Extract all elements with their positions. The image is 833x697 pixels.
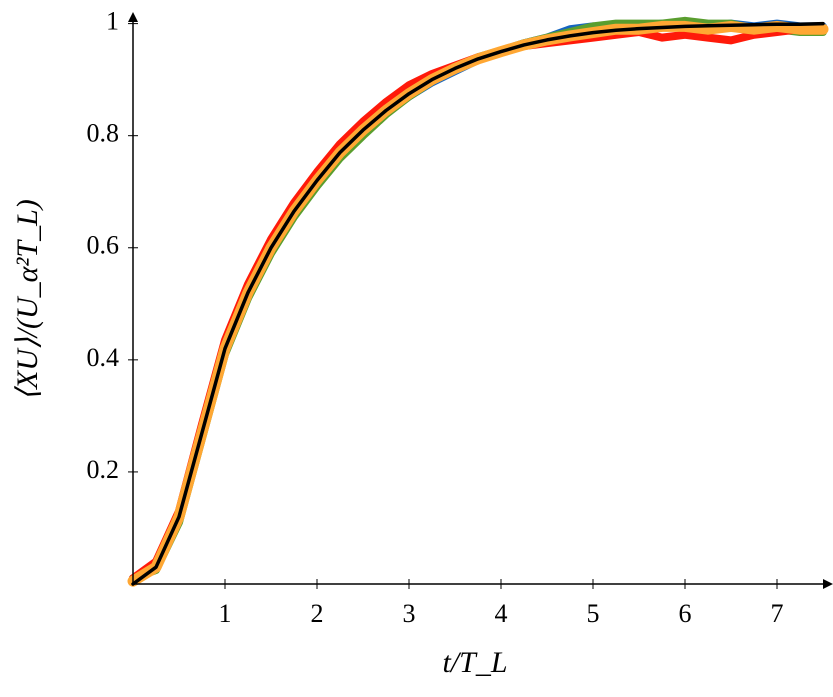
x-tick-label: 2	[311, 599, 324, 628]
series-line	[131, 21, 825, 586]
y-tick-label: 0.8	[87, 119, 120, 148]
y-tick-label: 1	[106, 7, 119, 36]
y-axis-title: ⟨XU⟩/(U_α²T_L)	[11, 199, 44, 401]
series-line	[129, 25, 827, 583]
x-tick-label: 7	[771, 599, 784, 628]
x-tick-label: 6	[679, 599, 692, 628]
x-tick-label: 5	[587, 599, 600, 628]
y-tick-label: 0.6	[87, 231, 120, 260]
series-line	[129, 19, 827, 583]
y-tick-label: 0.2	[87, 455, 120, 484]
x-axis-title: t/T_L	[442, 646, 507, 679]
x-tick-label: 1	[219, 599, 232, 628]
series-line	[129, 16, 827, 583]
x-tick-label: 3	[403, 599, 416, 628]
y-tick-label: 0.4	[87, 343, 120, 372]
x-tick-label: 4	[495, 599, 508, 628]
